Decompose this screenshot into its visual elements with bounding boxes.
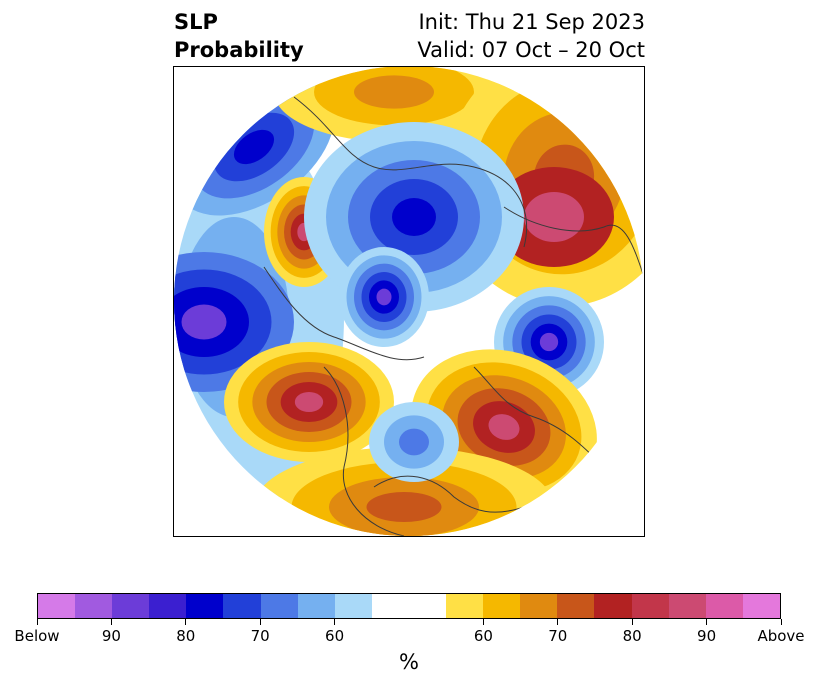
eurasia-high-core: [494, 167, 614, 267]
colorbar-segment: [594, 594, 632, 618]
colorbar-tick: [631, 619, 633, 625]
colorbar-segment: [631, 594, 669, 618]
southern-high-band: [366, 492, 442, 522]
colorbar-tick-label: 90: [101, 627, 121, 645]
colorbar-tick: [557, 619, 559, 625]
northern-high-band: [354, 75, 434, 109]
colorbar-tick-label: 80: [176, 627, 196, 645]
colorbar-segment: [334, 594, 372, 618]
colorbar-segment: [705, 594, 743, 618]
colorbar-tick: [259, 619, 261, 625]
southwest-high-band: [294, 392, 324, 412]
colorbar-segment: [557, 594, 595, 618]
colorbar-tick-label: 90: [697, 627, 717, 645]
title-variable: SLP: [174, 10, 218, 34]
east-low-band: [539, 332, 559, 352]
colorbar-segment: [483, 594, 521, 618]
colorbar-segment: [38, 594, 76, 618]
northern-high: [274, 67, 514, 142]
atlantic-high-band: [488, 414, 520, 440]
colorbar-segment: [186, 594, 224, 618]
colorbar-tick: [110, 619, 112, 625]
polar-map-svg: [174, 67, 644, 536]
probability-field: [174, 67, 644, 536]
north-america-low: [369, 402, 459, 482]
eurasia-high-core-band: [524, 192, 584, 242]
colorbar: [37, 593, 781, 619]
coastline-segment: [503, 206, 644, 278]
valid-range: Valid: 07 Oct – 20 Oct: [417, 38, 645, 62]
coastlines: [263, 96, 644, 536]
colorbar-tick-label: 70: [250, 627, 270, 645]
colorbar-segment: [223, 594, 261, 618]
colorbar-segment: [371, 594, 409, 618]
central-low: [339, 247, 429, 347]
western-low: [174, 252, 294, 392]
colorbar-tick: [780, 619, 782, 625]
northwest-low-band: [233, 129, 275, 165]
colorbar-segment: [742, 594, 780, 618]
colorbar-segment: [260, 594, 298, 618]
chart-title-left: SLP Probability: [174, 8, 304, 64]
colorbar-tick-label: 70: [548, 627, 568, 645]
colorbar-segment: [520, 594, 558, 618]
colorbar-tick: [185, 619, 187, 625]
coastline-segment: [293, 96, 528, 248]
colorbar-tick-label: 60: [325, 627, 345, 645]
colorbar-segment: [446, 594, 484, 618]
colorbar-segment: [668, 594, 706, 618]
title-type: Probability: [174, 38, 304, 62]
arctic-low-band: [392, 198, 436, 236]
colorbar-tick: [482, 619, 484, 625]
colorbar-segment: [297, 594, 335, 618]
colorbar-segment: [75, 594, 113, 618]
southwest-high: [224, 342, 394, 462]
southern-high: [254, 447, 554, 536]
coastline-segment: [473, 366, 605, 468]
colorbar-segment: [112, 594, 150, 618]
coastline-segment: [373, 475, 525, 513]
init-date: Init: Thu 21 Sep 2023: [418, 10, 645, 34]
colorbar-tick: [36, 619, 38, 625]
coastline-segment: [323, 366, 405, 536]
western-low-band: [181, 304, 227, 340]
colorbar-tick: [706, 619, 708, 625]
coastline-segment: [263, 266, 425, 361]
colorbar-tick-label: Above: [757, 627, 805, 645]
colorbar-units: %: [399, 650, 419, 674]
central-low-band: [376, 288, 392, 306]
arctic-low: [304, 122, 524, 312]
colorbar-tick-label: 60: [473, 627, 493, 645]
colorbar-tick: [334, 619, 336, 625]
probability-map: [173, 66, 645, 537]
colorbar-tick-label: Below: [14, 627, 60, 645]
chart-title-right: Init: Thu 21 Sep 2023 Valid: 07 Oct – 20…: [417, 8, 645, 64]
colorbar-segment: [408, 594, 447, 618]
colorbar-segment: [149, 594, 187, 618]
north-america-low-band: [399, 428, 429, 456]
colorbar-tick-label: 80: [622, 627, 642, 645]
